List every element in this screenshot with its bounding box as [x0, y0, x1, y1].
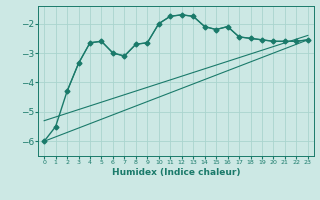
X-axis label: Humidex (Indice chaleur): Humidex (Indice chaleur) — [112, 168, 240, 177]
